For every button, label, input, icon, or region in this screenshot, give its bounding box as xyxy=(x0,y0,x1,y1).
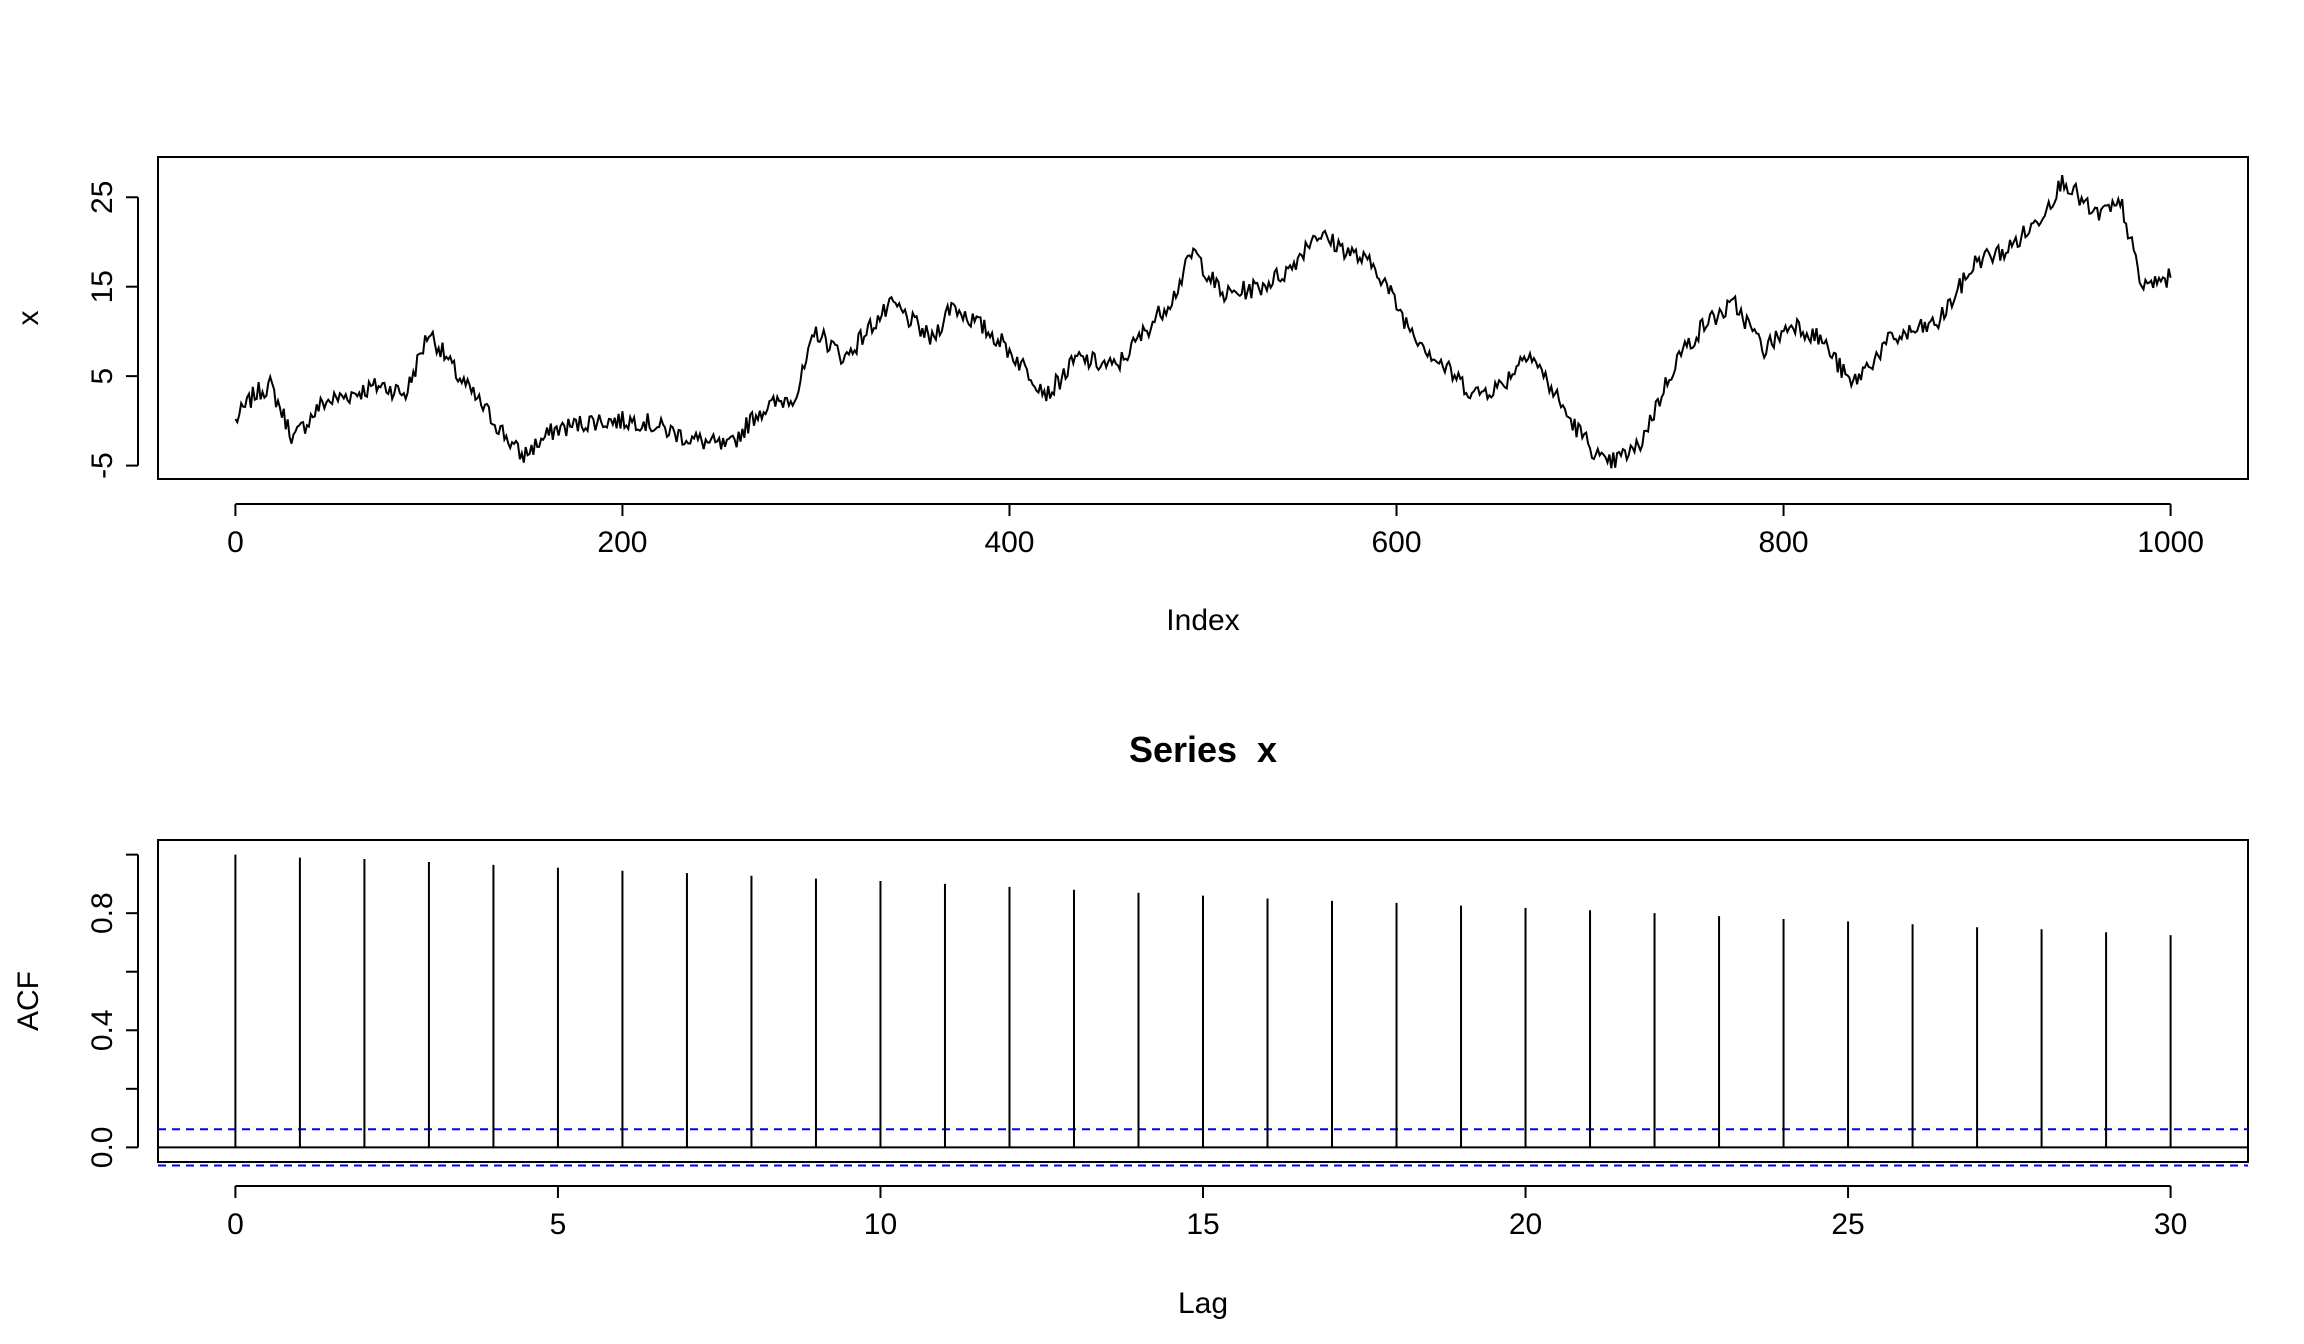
acf-bars xyxy=(234,854,2172,1148)
acf-panel: Series x 0 5 10 15 20 25 30 0.0 0.4 0.8 Lag ACF xyxy=(12,729,2249,1320)
y-axis: 0.0 0.4 0.8 xyxy=(86,853,139,1169)
plot-frame xyxy=(157,156,2249,480)
y-tick-label: 0.0 xyxy=(86,1127,119,1169)
plot-title: Series x xyxy=(1129,729,1277,770)
y-tick-label: 25 xyxy=(86,181,119,214)
x-tick-label: 200 xyxy=(597,526,647,559)
y-tick-label: 15 xyxy=(86,270,119,303)
x-axis: 0 5 10 15 20 25 30 xyxy=(227,1185,2187,1241)
x-tick-label: 30 xyxy=(2154,1208,2187,1241)
x-tick-label: 10 xyxy=(864,1208,897,1241)
x-tick-label: 0 xyxy=(227,526,244,559)
x-tick-label: 400 xyxy=(984,526,1034,559)
x-axis: 0 200 400 600 800 1000 xyxy=(227,503,2204,559)
x-axis-title: Lag xyxy=(1178,1287,1228,1320)
x-tick-label: 800 xyxy=(1759,526,1809,559)
y-axis-title: ACF xyxy=(12,971,45,1031)
y-axis: -5 5 15 25 xyxy=(86,181,139,479)
y-tick-label: -5 xyxy=(86,452,119,479)
plot-frame xyxy=(157,839,2249,1163)
x-tick-label: 5 xyxy=(550,1208,567,1241)
x-tick-label: 15 xyxy=(1186,1208,1219,1241)
x-tick-label: 20 xyxy=(1509,1208,1542,1241)
x-tick-label: 0 xyxy=(227,1208,244,1241)
time-series-panel: 0 200 400 600 800 1000 -5 5 15 25 Index x xyxy=(12,156,2249,637)
series-line xyxy=(234,174,2172,469)
y-tick-label: 5 xyxy=(86,368,119,385)
x-tick-label: 25 xyxy=(1831,1208,1864,1241)
x-tick-label: 600 xyxy=(1371,526,1421,559)
y-tick-label: 0.4 xyxy=(86,1009,119,1051)
x-axis-title: Index xyxy=(1166,604,1239,637)
y-axis-title: x xyxy=(12,311,45,326)
y-tick-label: 0.8 xyxy=(86,892,119,934)
x-tick-label: 1000 xyxy=(2137,526,2204,559)
